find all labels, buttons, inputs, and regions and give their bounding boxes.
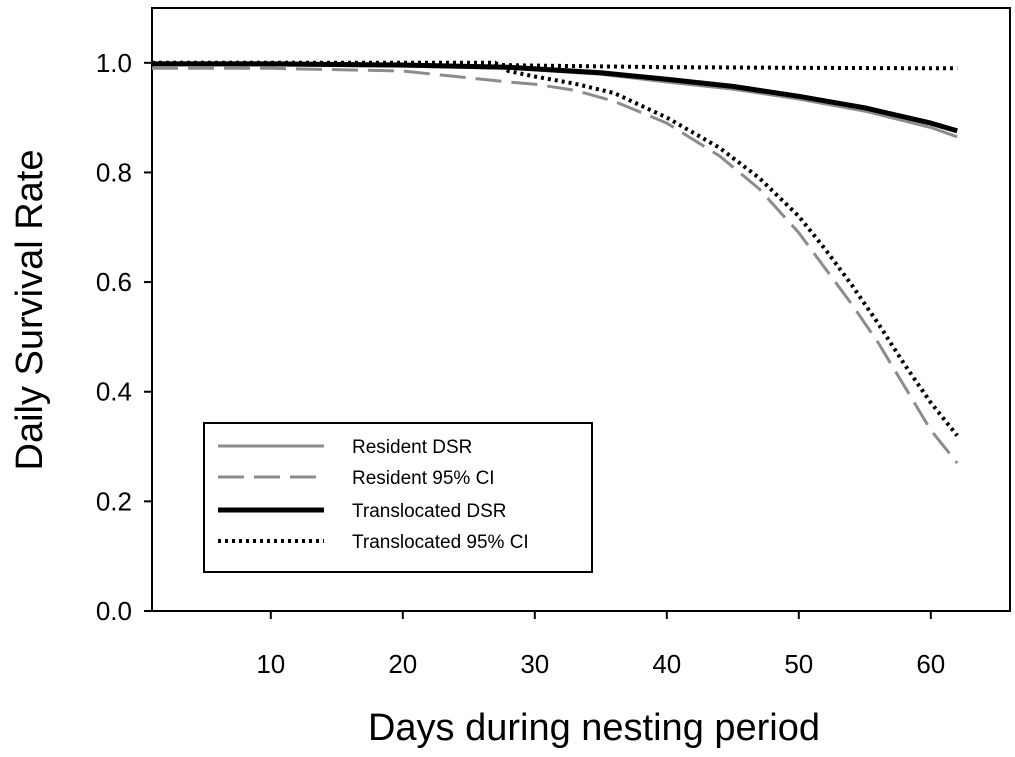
series-layer: [151, 60, 959, 464]
y-tick-label: 0.0: [96, 596, 132, 626]
series-line-2: [152, 61, 958, 134]
y-tick-label: 0.6: [96, 267, 132, 297]
x-tick-label: 40: [652, 649, 681, 679]
x-tick-label: 10: [256, 649, 285, 679]
plot-frame: [151, 7, 1011, 612]
ticks-layer: 10 20 30 40 50 60 0.0 0.2 0.4 0.6 0.8 1.0: [96, 48, 945, 679]
x-tick-label: 30: [520, 649, 549, 679]
legend-label-translocated-dsr: Translocated DSR: [352, 501, 507, 522]
y-tick-label: 0.8: [96, 157, 132, 187]
x-tick-label: 50: [784, 649, 813, 679]
series-line-1: [152, 66, 959, 464]
y-tick-label: 0.2: [96, 486, 132, 516]
legend-label-resident-ci: Resident 95% CI: [352, 468, 495, 489]
legend-box: [203, 422, 593, 573]
y-axis-title: Daily Survival Rate: [9, 150, 51, 471]
legend-label-resident-dsr: Resident DSR: [352, 437, 472, 458]
x-tick-label: 20: [388, 649, 417, 679]
series-line-3: [152, 60, 959, 437]
x-axis-title: Days during nesting period: [368, 707, 820, 749]
legend-label-translocated-ci: Translocated 95% CI: [352, 532, 529, 553]
x-tick-label: 60: [916, 649, 945, 679]
legend: Resident DSR Resident 95% CI Translocate…: [203, 422, 593, 573]
y-tick-label: 0.4: [96, 377, 132, 407]
series-line-4: [152, 61, 958, 71]
y-tick-label: 1.0: [96, 48, 132, 78]
